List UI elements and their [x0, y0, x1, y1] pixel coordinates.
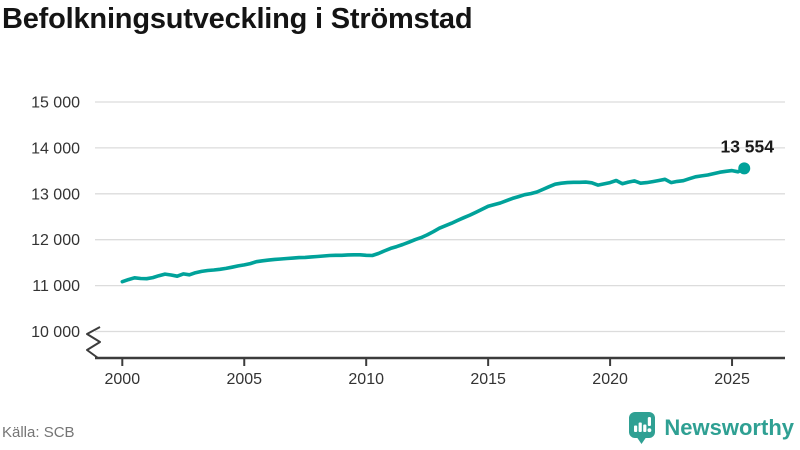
y-axis-break-icon	[86, 326, 101, 359]
x-tick-label-2015: 2015	[470, 371, 506, 388]
x-tick-label-2005: 2005	[226, 371, 262, 388]
y-tick-label-15000: 15 000	[31, 95, 80, 112]
source-note: Källa: SCB	[2, 424, 75, 441]
y-tick-label-14000: 14 000	[31, 140, 80, 157]
page-title: Befolkningsutveckling i Strömstad	[2, 3, 473, 35]
x-tick-label-2000: 2000	[105, 371, 141, 388]
x-tick-label-2025: 2025	[714, 371, 750, 388]
newsworthy-logo: Newsworthy	[628, 411, 794, 445]
x-tick-label-2020: 2020	[592, 371, 628, 388]
y-tick-label-10000: 10 000	[31, 324, 80, 341]
brand-name: Newsworthy	[664, 415, 794, 440]
population-series-line	[120, 166, 747, 284]
last-point-marker	[738, 162, 751, 175]
y-tick-label-11000: 11 000	[32, 278, 80, 295]
end-value-label: 13 554	[720, 136, 774, 156]
y-tick-label-13000: 13 000	[31, 186, 80, 203]
y-tick-label-12000: 12 000	[31, 232, 80, 249]
bar-chart-speech-bubble-icon	[629, 412, 656, 444]
x-tick-label-2010: 2010	[348, 371, 384, 388]
